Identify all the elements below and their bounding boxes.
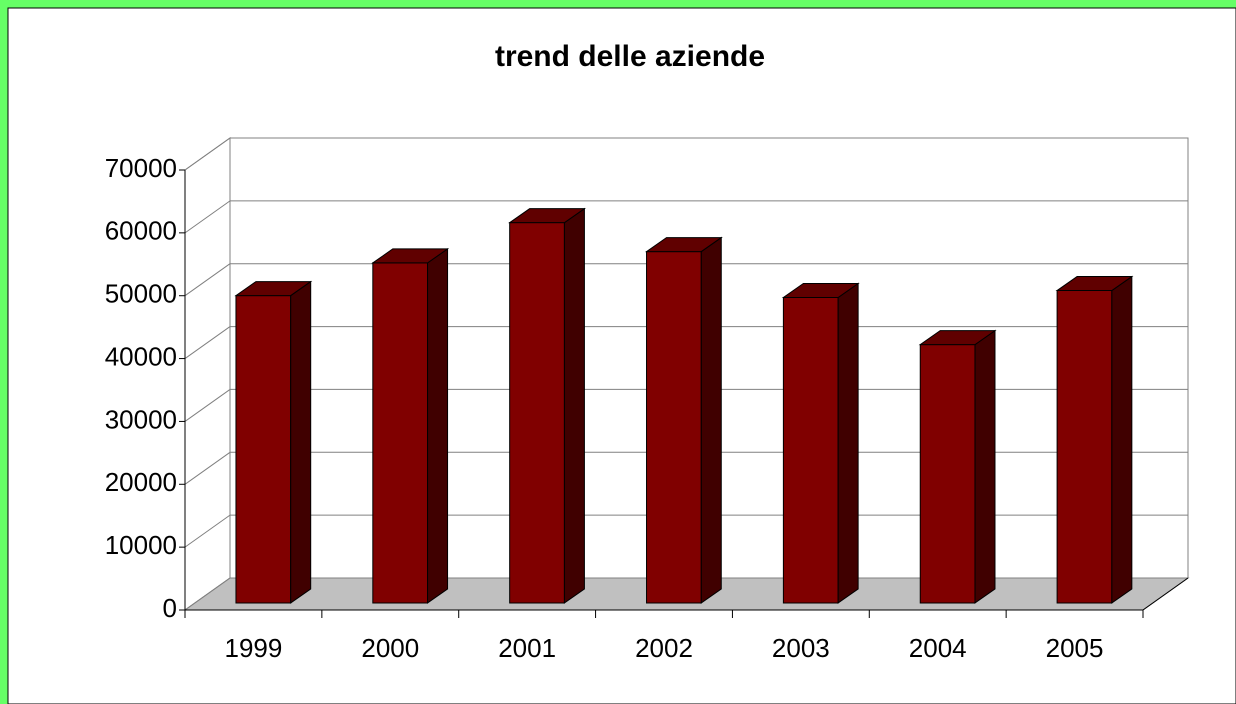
x-tick-label: 2005 bbox=[1046, 633, 1104, 663]
bar-top bbox=[781, 282, 860, 298]
bar-side bbox=[837, 282, 859, 604]
bar bbox=[371, 247, 450, 604]
x-tick-label: 2000 bbox=[361, 633, 419, 663]
bar bbox=[644, 236, 723, 604]
bar-top bbox=[918, 330, 997, 346]
y-tick-label: 60000 bbox=[105, 216, 177, 246]
grid-line bbox=[184, 514, 231, 548]
bar-top bbox=[508, 208, 587, 224]
bar-front bbox=[372, 262, 429, 604]
grid-line bbox=[184, 263, 231, 297]
bar bbox=[234, 280, 313, 604]
bar-side bbox=[427, 247, 449, 604]
grid-line bbox=[184, 326, 231, 359]
x-tick-label: 2001 bbox=[498, 633, 556, 663]
grid-line bbox=[184, 451, 231, 485]
bar-top bbox=[371, 248, 450, 264]
bar-top bbox=[234, 281, 313, 297]
bar-front bbox=[646, 251, 702, 604]
grid-line bbox=[184, 389, 231, 422]
bar bbox=[1055, 275, 1134, 604]
y-tick-label: 50000 bbox=[105, 279, 177, 309]
floor-edge bbox=[1142, 577, 1189, 611]
grid-line bbox=[184, 577, 231, 611]
x-tick-label: 2003 bbox=[772, 633, 830, 663]
bar-side bbox=[563, 207, 585, 604]
bar-front bbox=[509, 222, 565, 604]
bar-front bbox=[235, 295, 292, 604]
bar bbox=[781, 282, 860, 604]
y-tick-label: 20000 bbox=[105, 467, 177, 497]
x-tick-label: 1999 bbox=[225, 633, 283, 663]
bar-front bbox=[782, 296, 839, 604]
bar-side bbox=[700, 236, 722, 604]
bar bbox=[508, 207, 587, 604]
y-tick-label: 10000 bbox=[105, 530, 177, 560]
bar-front bbox=[1056, 290, 1113, 604]
bar-front bbox=[919, 344, 976, 604]
bar-side bbox=[290, 280, 312, 604]
x-tick-label: 2002 bbox=[635, 633, 693, 663]
bar-top bbox=[644, 237, 723, 253]
grid-line bbox=[184, 137, 231, 171]
y-tick-label: 0 bbox=[163, 593, 177, 623]
bar-side bbox=[974, 329, 996, 604]
y-tick-label: 70000 bbox=[105, 153, 177, 183]
grid-line bbox=[184, 200, 231, 234]
bar bbox=[918, 329, 997, 604]
side-wall bbox=[184, 137, 231, 611]
y-tick-label: 30000 bbox=[105, 404, 177, 434]
y-tick-label: 40000 bbox=[105, 341, 177, 371]
x-tick-label: 2004 bbox=[909, 633, 967, 663]
bar-top bbox=[1055, 276, 1134, 292]
bar-side bbox=[1111, 275, 1133, 604]
chart-title: trend delle aziende bbox=[495, 40, 765, 73]
